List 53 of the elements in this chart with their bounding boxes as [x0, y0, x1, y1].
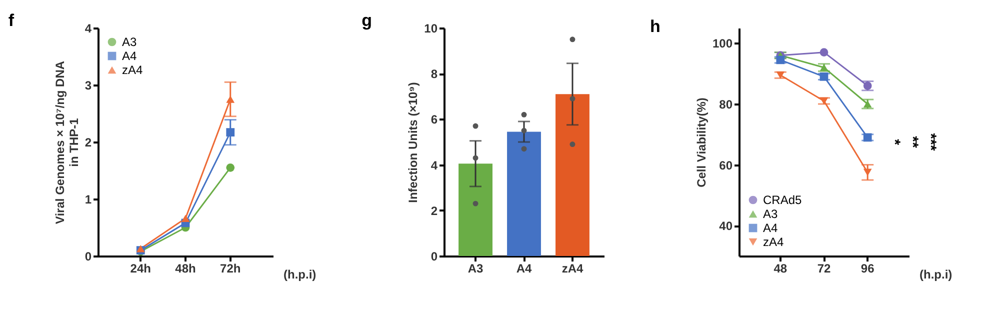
y-tick-label: 4 — [430, 158, 438, 172]
y-axis-title: Viral Genomes × 10⁷/ng DNA in THP-1 — [52, 60, 81, 224]
point — [863, 133, 872, 142]
point — [226, 163, 235, 172]
y-tick-label: 40 — [719, 219, 733, 234]
y-tick-label: 2 — [430, 204, 438, 218]
legend-label: zA4 — [122, 63, 144, 77]
bar — [556, 94, 590, 256]
y-tick-label: 60 — [719, 158, 733, 172]
point — [820, 48, 828, 56]
legend-label: CRAd5 — [763, 193, 802, 207]
y-tick-label: 100 — [712, 36, 733, 51]
bar — [507, 132, 541, 256]
annotation: * — [886, 139, 904, 146]
point — [226, 128, 235, 136]
y-tick-label: 80 — [719, 98, 733, 112]
point — [181, 214, 190, 222]
chart-title: g — [362, 11, 372, 30]
y-axis-title: Infection Units (×10⁹) — [406, 82, 420, 203]
legend-label: A4 — [122, 49, 138, 63]
bar — [458, 164, 492, 256]
x-tick-label: 96 — [860, 262, 875, 276]
point — [226, 96, 235, 103]
x-tick-label: 72 — [817, 262, 831, 276]
x-tick-label: 48 — [774, 262, 788, 276]
y-tick-label: 8 — [430, 67, 438, 82]
point — [776, 56, 785, 64]
legend-label: A4 — [763, 221, 778, 235]
x-tick-label: 72h — [220, 262, 241, 276]
text: *** — [922, 133, 940, 151]
y-tick-label: 1 — [84, 192, 92, 206]
point — [863, 168, 872, 176]
annotation: ** — [904, 136, 922, 148]
x-tick-label: A4 — [516, 262, 532, 276]
legend-label: zA4 — [763, 235, 784, 249]
legend-label: A3 — [122, 35, 138, 49]
chart-title: f — [8, 11, 14, 30]
y-tick-label: 3 — [84, 78, 92, 92]
x-axis-title: (h.p.i) — [284, 268, 316, 282]
y-tick-label: 4 — [84, 22, 92, 36]
y-tick-label: 0 — [84, 250, 92, 264]
x-tick-label: zA4 — [562, 262, 584, 276]
x-tick-label: 48h — [175, 262, 196, 276]
legend-label: A3 — [763, 207, 778, 221]
x-axis-title: (h.p.i) — [920, 268, 952, 282]
chart-title: h — [650, 17, 660, 36]
y-tick-label: 2 — [84, 136, 92, 150]
y-tick-label: 0 — [430, 250, 438, 264]
x-tick-label: A3 — [468, 262, 484, 276]
y-axis-title: Cell Viability(%) — [694, 98, 708, 188]
x-tick-label: 24h — [130, 262, 151, 276]
y-tick-label: 10 — [424, 22, 438, 36]
y-tick-label: 6 — [430, 112, 438, 127]
